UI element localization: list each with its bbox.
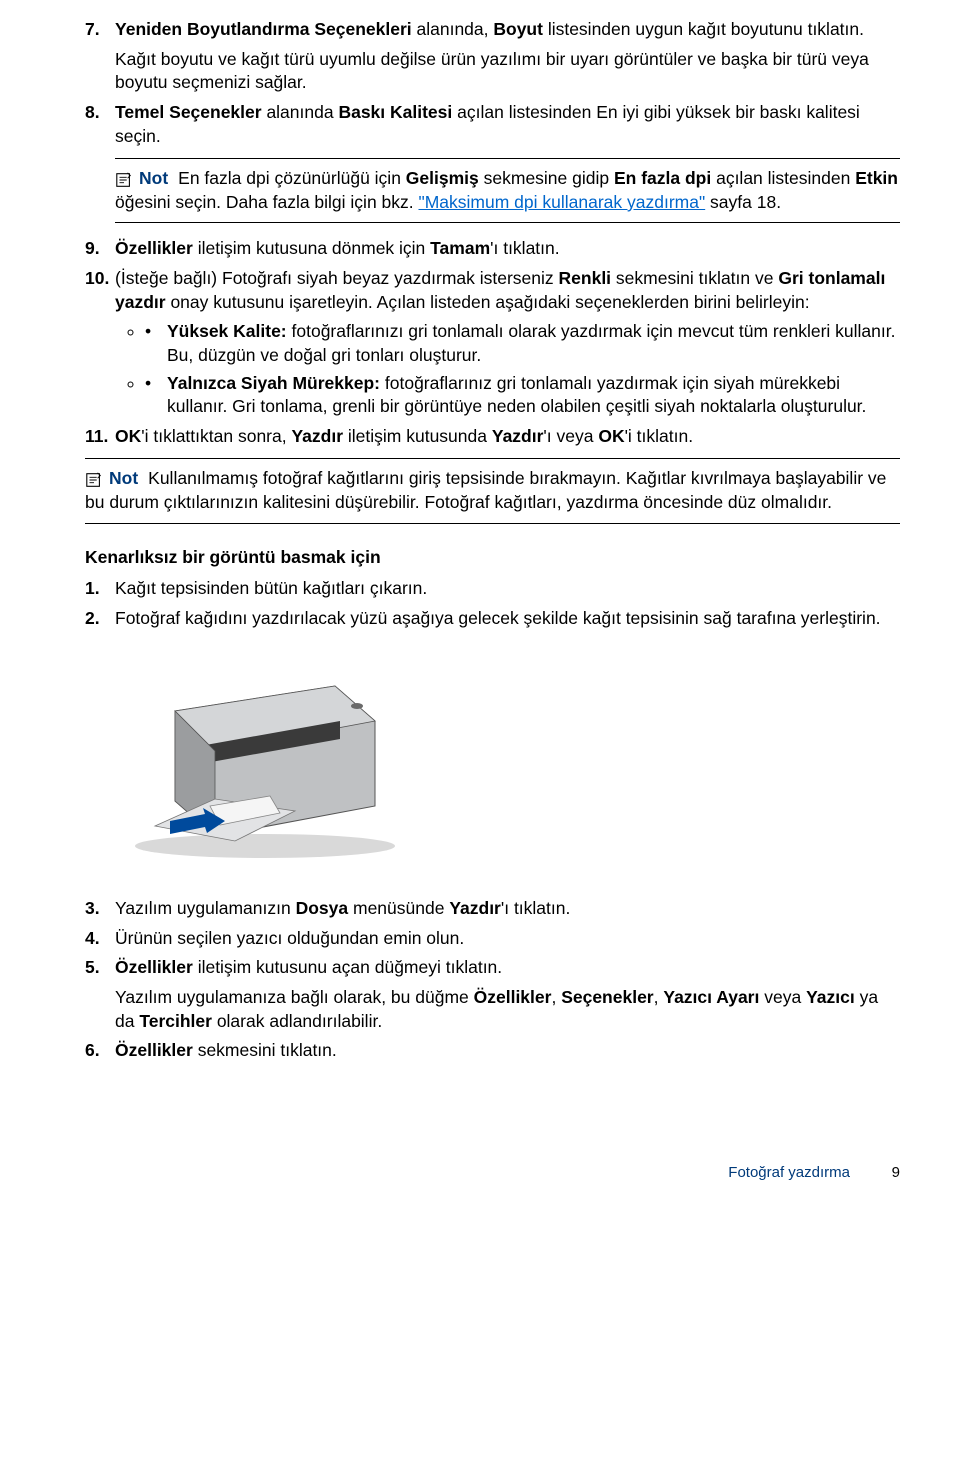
- bullet-blackonly: Yalnızca Siyah Mürekkep: fotoğraflarınız…: [145, 372, 900, 419]
- step-7-sub: Kağıt boyutu ve kağıt türü uyumlu değils…: [115, 48, 900, 95]
- note-1: NotEn fazla dpi çözünürlüğü için Gelişmi…: [115, 158, 900, 223]
- step-11: 11. OK'i tıklattıktan sonra, Yazdır ilet…: [85, 425, 900, 449]
- note-2: NotKullanılmamış fotoğraf kağıtlarını gi…: [85, 458, 900, 523]
- note-link[interactable]: "Maksimum dpi kullanarak yazdırma": [419, 192, 706, 212]
- note-icon: [115, 171, 133, 189]
- step-10-bullets: Yüksek Kalite: fotoğraflarınızı gri tonl…: [145, 320, 900, 419]
- step-b4: 4. Ürünün seçilen yazıcı olduğundan emin…: [85, 927, 900, 951]
- step-b3: 3. Yazılım uygulamanızın Dosya menüsünde…: [85, 897, 900, 921]
- footer-page: 9: [892, 1163, 900, 1183]
- step-9: 9. Özellikler iletişim kutusuna dönmek i…: [85, 237, 900, 261]
- footer-section: Fotoğraf yazdırma: [728, 1163, 850, 1183]
- step-b5: 5. Özellikler iletişim kutusunu açan düğ…: [85, 956, 900, 1033]
- step-b1: 1.Kağıt tepsisinden bütün kağıtları çıka…: [85, 577, 900, 601]
- section-borderless-title: Kenarlıksız bir görüntü basmak için: [85, 546, 900, 570]
- step-b5-sub: Yazılım uygulamanıza bağlı olarak, bu dü…: [115, 986, 900, 1033]
- page-footer: Fotoğraf yazdırma 9: [85, 1123, 900, 1183]
- steps-list-b1: 1.Kağıt tepsisinden bütün kağıtları çıka…: [85, 577, 900, 630]
- step-b6: 6. Özellikler sekmesini tıklatın.: [85, 1039, 900, 1063]
- steps-list-b2: 3. Yazılım uygulamanızın Dosya menüsünde…: [85, 897, 900, 1063]
- steps-list-a2: 9. Özellikler iletişim kutusuna dönmek i…: [85, 237, 900, 448]
- step-10: 10. (İsteğe bağlı) Fotoğrafı siyah beyaz…: [85, 267, 900, 419]
- step-8: 8. Temel Seçenekler alanında Baskı Kalit…: [85, 101, 900, 148]
- step-7: 7. Yeniden Boyutlandırma Seçenekleri ala…: [85, 18, 900, 95]
- bullet-quality: Yüksek Kalite: fotoğraflarınızı gri tonl…: [145, 320, 900, 367]
- steps-list-a: 7. Yeniden Boyutlandırma Seçenekleri ala…: [85, 18, 900, 148]
- note-label: Not: [139, 168, 168, 188]
- step-b2: 2.Fotoğraf kağıdını yazdırılacak yüzü aş…: [85, 607, 900, 631]
- printer-illustration: [115, 651, 900, 868]
- note-icon: [85, 471, 103, 489]
- note-label: Not: [109, 468, 138, 488]
